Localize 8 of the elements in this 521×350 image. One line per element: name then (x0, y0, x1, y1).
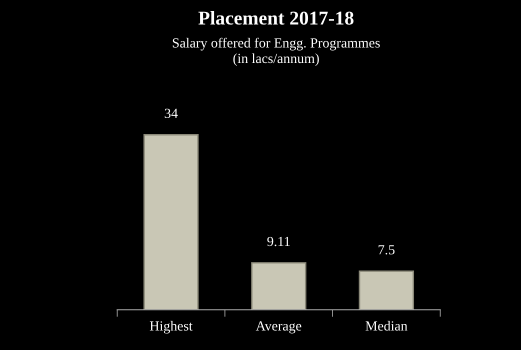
data-label: 9.11 (267, 236, 290, 246)
x-tick-label: Median (366, 320, 408, 331)
chart-subtitle: Salary offered for Engg. Programmes (in lacs/annum) (172, 38, 380, 66)
x-tick-label: Average (256, 321, 302, 334)
data-label: 34 (164, 108, 178, 118)
chart-title: Placement 2017-18 (198, 11, 354, 25)
x-tick-label: Highest (150, 320, 193, 334)
data-label: 7.5 (378, 245, 395, 254)
